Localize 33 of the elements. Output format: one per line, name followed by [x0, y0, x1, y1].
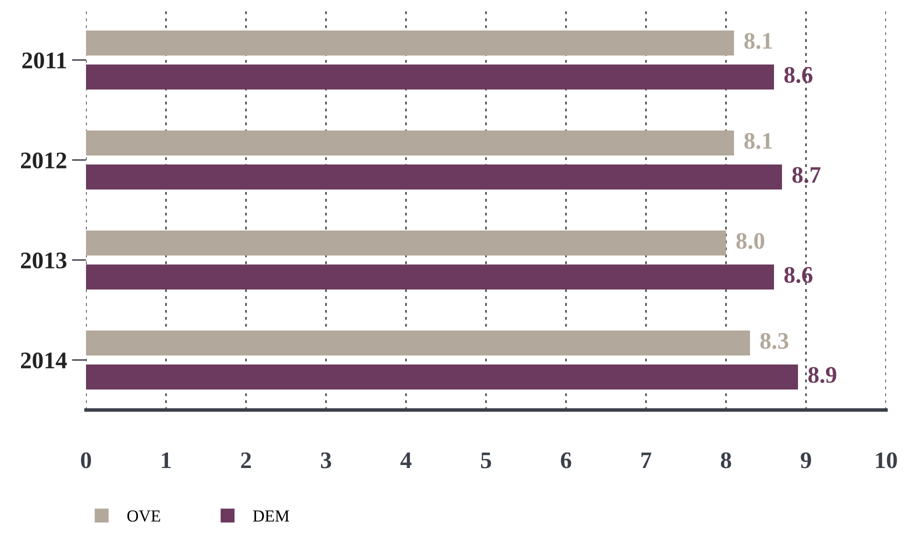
bar	[86, 64, 774, 90]
data-label: 8.1	[744, 32, 772, 50]
bar	[86, 264, 774, 290]
legend-label: OVE	[127, 510, 160, 522]
x-tick-label: 2	[241, 452, 251, 468]
data-label: 8.6	[784, 66, 812, 84]
x-tick-label: 5	[481, 452, 492, 468]
x-tick-label: 10	[876, 452, 897, 468]
data-label: 8.3	[760, 332, 788, 350]
x-tick-label: 9	[800, 452, 812, 468]
x-tick-label: 7	[641, 452, 652, 468]
bar	[86, 30, 734, 56]
bar	[86, 130, 734, 156]
x-tick-label: 4	[400, 452, 412, 468]
data-label: 8.6	[784, 266, 812, 284]
y-tick-label: 2013	[21, 252, 66, 268]
data-label: 8.0	[736, 232, 764, 250]
y-tick-label: 2011	[22, 52, 66, 68]
data-label: 8.7	[792, 166, 821, 184]
x-tick-label: 0	[80, 452, 92, 468]
legend-label: DEM	[253, 510, 290, 522]
data-label: 8.1	[744, 132, 772, 150]
bar	[86, 164, 782, 190]
bar	[86, 364, 798, 390]
bar	[86, 230, 726, 256]
x-tick-label: 3	[320, 452, 332, 468]
y-tick-label: 2014	[21, 352, 67, 368]
x-tick-label: 1	[162, 452, 171, 468]
y-tick-label: 2012	[21, 152, 66, 168]
data-label: 8.9	[808, 366, 836, 384]
x-tick-label: 8	[720, 452, 732, 468]
x-tick-label: 6	[560, 452, 572, 468]
bar	[86, 330, 750, 356]
